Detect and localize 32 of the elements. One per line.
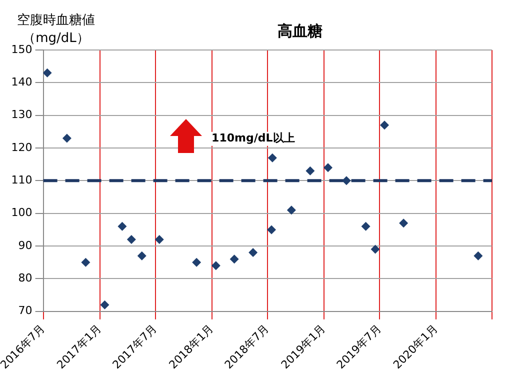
point bbox=[268, 153, 277, 162]
point bbox=[118, 222, 127, 231]
point bbox=[126, 234, 136, 244]
point bbox=[230, 254, 239, 264]
annotation: 110mg/dL以上 bbox=[212, 132, 295, 145]
point bbox=[324, 163, 332, 172]
point bbox=[100, 300, 110, 310]
y-tick-label: 100 bbox=[11, 206, 32, 220]
point bbox=[43, 68, 52, 78]
y-tick-label: 80 bbox=[18, 272, 32, 285]
y-tick-label: 120 bbox=[11, 140, 32, 154]
point bbox=[361, 222, 370, 231]
point bbox=[266, 225, 276, 234]
point bbox=[399, 218, 408, 228]
point bbox=[286, 206, 296, 215]
point bbox=[137, 251, 146, 260]
point bbox=[306, 166, 315, 176]
y-tick-label: 130 bbox=[11, 108, 32, 122]
y-tick-label: 90 bbox=[18, 238, 32, 252]
point bbox=[192, 258, 202, 267]
y-tick-label: 110 bbox=[11, 174, 32, 187]
point bbox=[154, 234, 164, 244]
point bbox=[211, 261, 220, 270]
point bbox=[248, 248, 258, 258]
y-tick-label: 70 bbox=[18, 304, 32, 318]
point bbox=[474, 251, 483, 260]
point bbox=[62, 134, 72, 143]
point bbox=[81, 258, 90, 267]
y-tick-label: 140 bbox=[11, 76, 32, 89]
point bbox=[380, 120, 390, 130]
chart-title: 高血糖 bbox=[276, 22, 324, 41]
point bbox=[370, 244, 380, 254]
